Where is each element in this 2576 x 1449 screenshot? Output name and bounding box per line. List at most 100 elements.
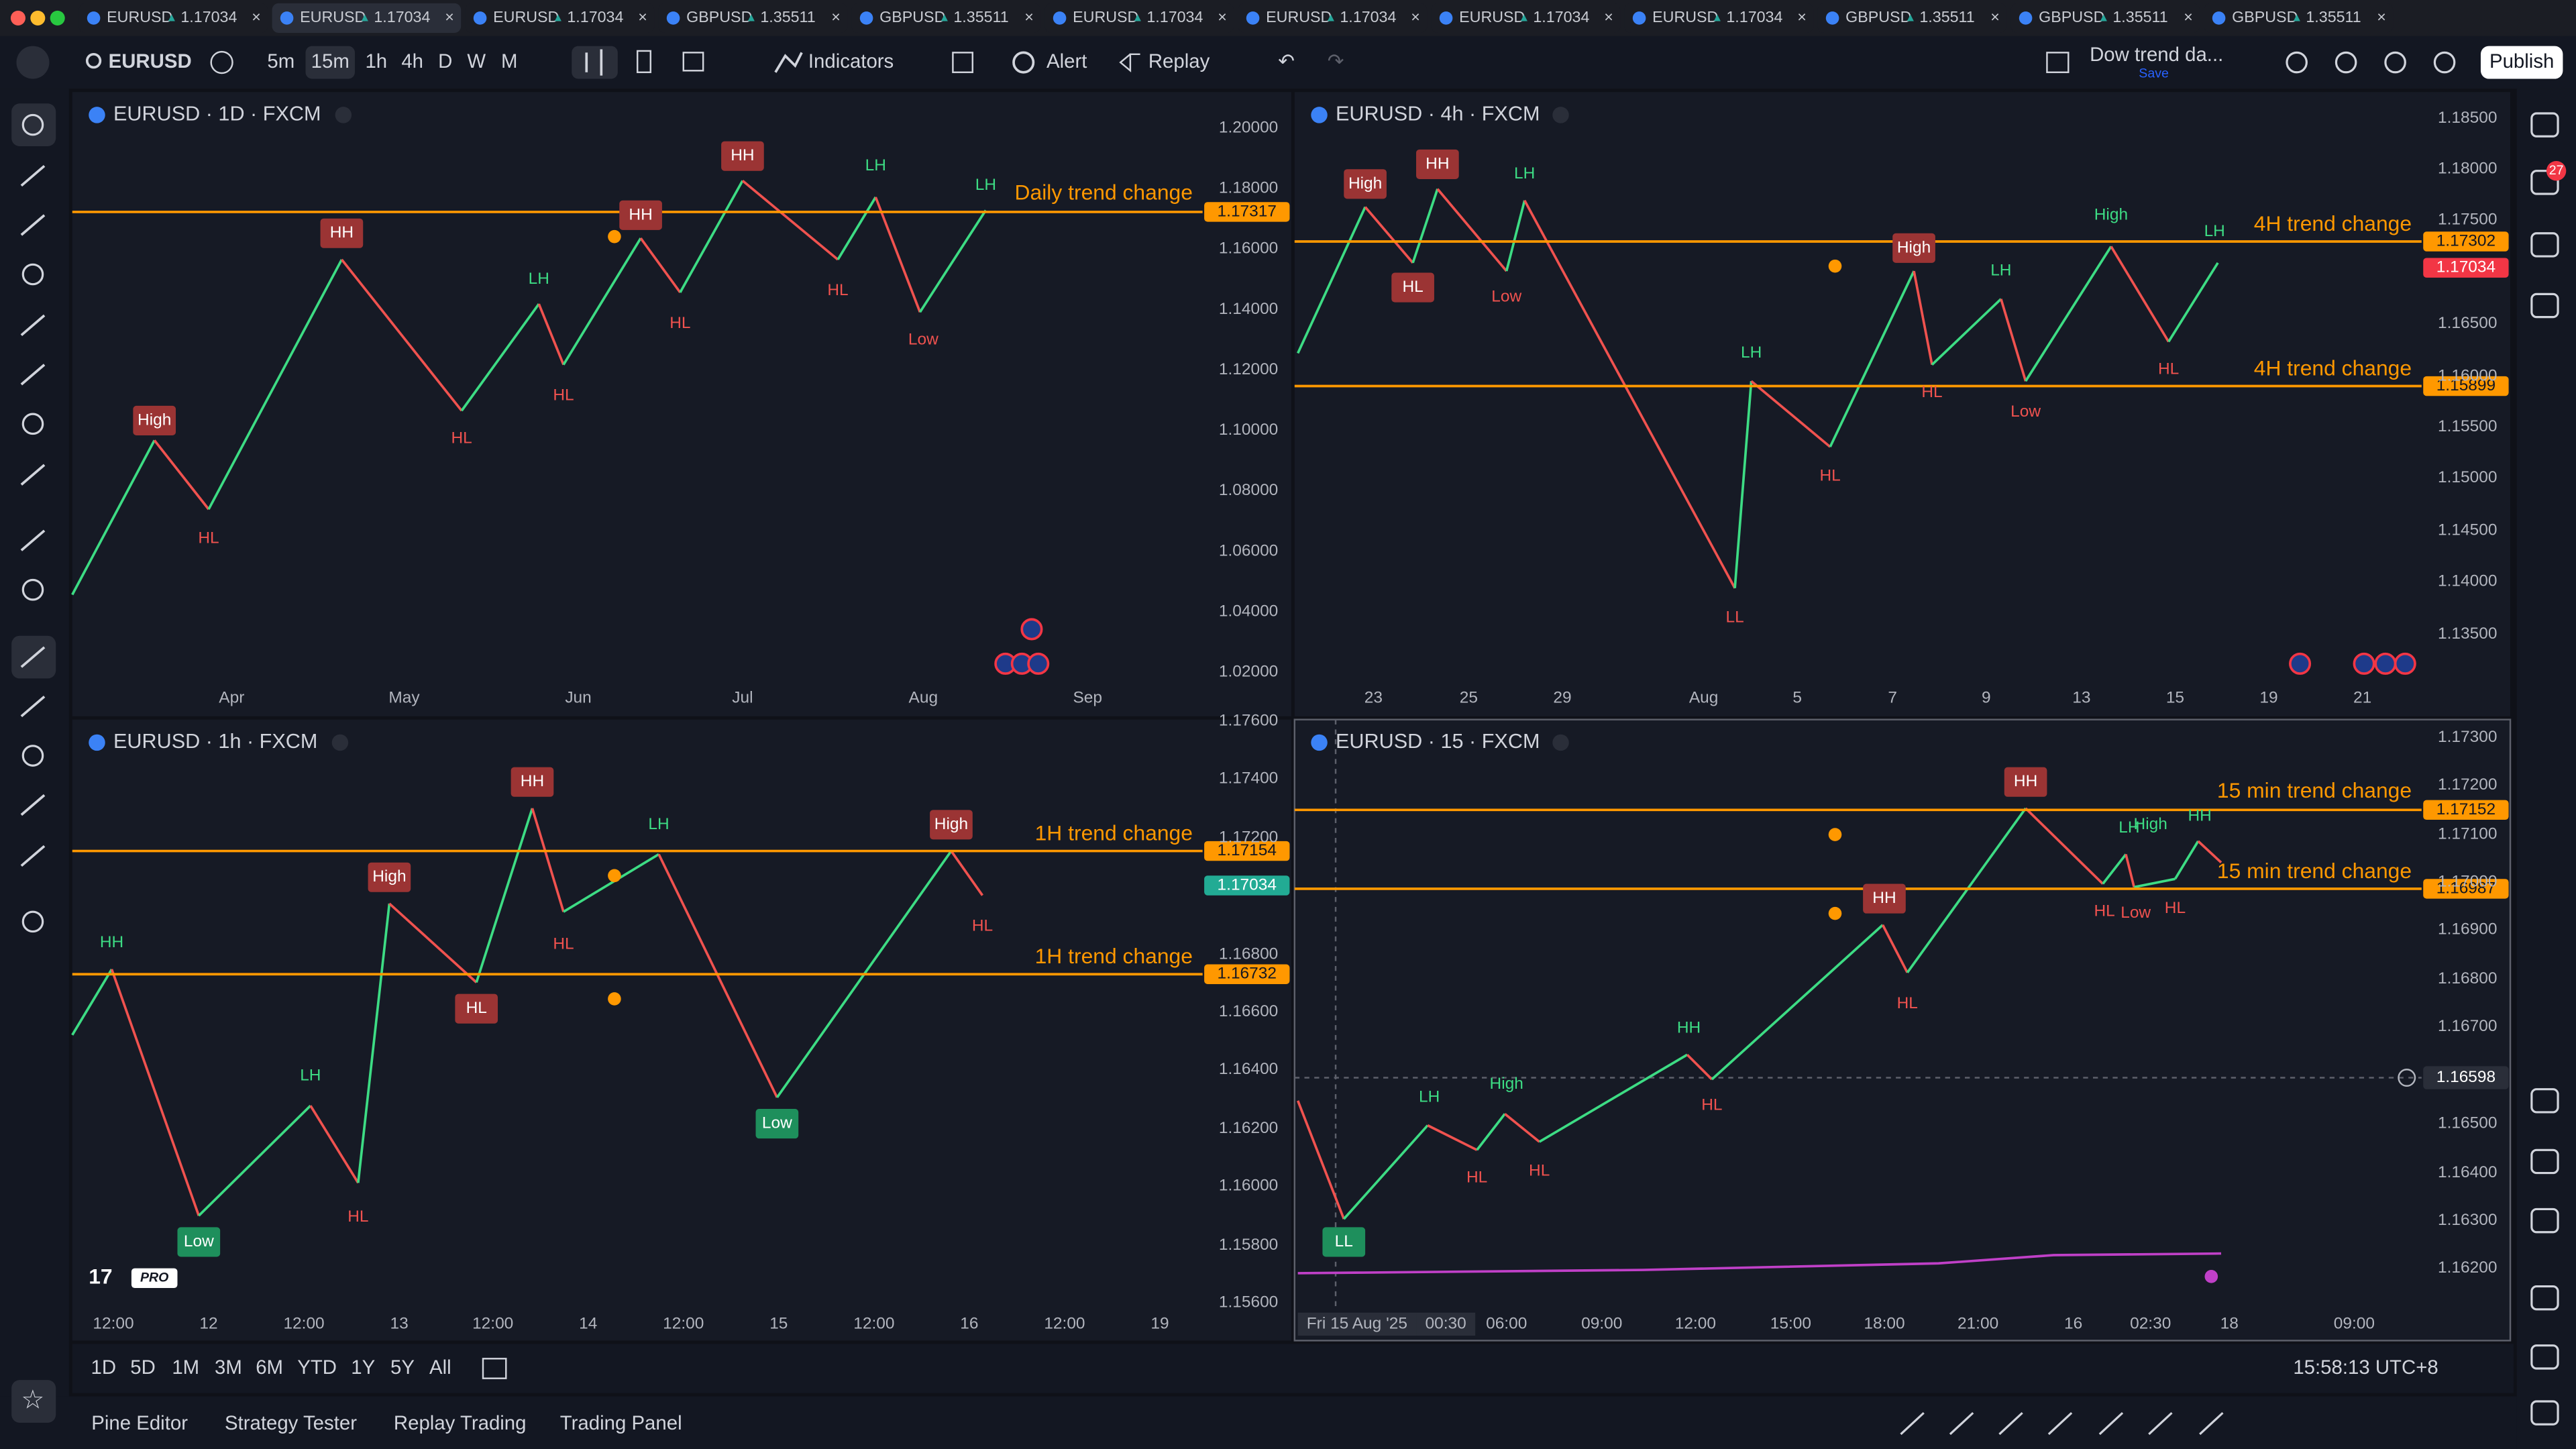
bottom-tab[interactable]: Pine Editor [91,1412,188,1434]
browser-tab[interactable]: GBPUSD▲ 1.35511 × [2010,3,2200,33]
drawing-tool[interactable] [20,314,46,336]
undo-button[interactable]: ↶ [1278,50,1295,72]
event-marker[interactable] [1027,652,1050,675]
bottom-tab[interactable]: Strategy Tester [225,1412,357,1434]
layout-name[interactable]: Dow trend da... [2090,44,2223,66]
compare-button[interactable] [210,50,233,74]
range-button[interactable]: YTD [297,1356,337,1379]
browser-tab[interactable]: EURUSD▲ 1.17034 × [1624,3,1814,33]
browser-tab[interactable]: GBPUSD▲ 1.35511 × [1817,3,2007,33]
tab-close[interactable]: × [2377,8,2386,25]
drawing-tool[interactable] [20,164,46,187]
drawing-tool[interactable] [20,794,46,816]
add-alert-icon[interactable] [2398,1069,2416,1087]
drawing-shortcut[interactable] [2199,1411,2224,1436]
drawing-tool[interactable] [20,695,46,718]
browser-tab[interactable]: EURUSD▲ 1.17034 × [1431,3,1621,33]
drawing-tool[interactable] [21,263,44,286]
range-button[interactable]: 1D [91,1356,117,1379]
event-marker[interactable] [2394,652,2416,675]
drawing-tool[interactable] [20,364,46,386]
drawing-tool[interactable] [20,529,46,551]
collapse-indicators[interactable] [335,107,352,123]
redo-button[interactable]: ↷ [1328,50,1344,72]
browser-tab[interactable]: EURUSD▲ 1.17034 × [272,3,462,33]
indicators-button[interactable]: Indicators [808,50,894,72]
sidebar-icon[interactable] [2530,1344,2559,1370]
browser-tab[interactable]: EURUSD▲ 1.17034 × [1044,3,1234,33]
interval-button[interactable]: D [438,50,452,72]
window-close[interactable] [10,10,25,25]
range-button[interactable]: 1Y [351,1356,375,1379]
date-range-icon[interactable] [482,1358,507,1379]
list-icon[interactable] [682,52,704,72]
symbol-search[interactable]: EURUSD [109,50,192,72]
tab-close[interactable]: × [1797,8,1807,25]
pane-title[interactable]: EURUSD · 1h · FXCM [113,730,317,753]
sidebar-icon[interactable] [2530,292,2559,319]
tab-close[interactable]: × [831,8,841,25]
tab-close[interactable]: × [2184,8,2193,25]
avatar[interactable] [16,46,50,79]
sidebar-icon[interactable] [2530,1285,2559,1311]
browser-tab[interactable]: GBPUSD▲ 1.35511 × [851,3,1041,33]
drawing-shortcut[interactable] [1949,1411,1974,1436]
drawing-tool[interactable] [21,910,44,933]
interval-button[interactable]: 1h [365,50,387,72]
tab-close[interactable]: × [1218,8,1227,25]
templates-icon[interactable] [952,52,974,73]
tab-close[interactable]: × [1604,8,1613,25]
event-marker[interactable] [2374,652,2397,675]
interval-button[interactable]: M [501,50,517,72]
publish-label[interactable]: Publish [2489,50,2554,72]
range-button[interactable]: 1M [172,1356,199,1379]
event-marker[interactable] [2289,652,2312,675]
window-minimize[interactable] [30,10,46,25]
bottom-tab[interactable]: Replay Trading [394,1412,527,1434]
tab-close[interactable]: × [1024,8,1034,25]
range-button[interactable]: 5Y [390,1356,415,1379]
browser-tab[interactable]: EURUSD▲ 1.17034 × [78,3,268,33]
drawing-shortcut[interactable] [2047,1411,2073,1436]
toolbar-icon[interactable] [2286,51,2308,74]
interval-button[interactable]: 5m [267,50,294,72]
tab-close[interactable]: × [1411,8,1420,25]
drawing-shortcut[interactable] [2098,1411,2124,1436]
layout-icon[interactable] [2046,52,2070,73]
range-button[interactable]: 3M [215,1356,242,1379]
tab-close[interactable]: × [445,8,454,25]
drawing-tool[interactable] [20,464,46,486]
collapse-indicators[interactable] [331,734,349,751]
window-zoom[interactable] [50,10,65,25]
tab-close[interactable]: × [252,8,261,25]
toolbar-icon[interactable] [2384,51,2406,74]
browser-tab[interactable]: GBPUSD▲ 1.35511 × [2204,3,2394,33]
range-button[interactable]: All [429,1356,451,1379]
sidebar-icon[interactable] [2530,1148,2559,1175]
interval-button[interactable]: 15m [311,50,350,72]
interval-button[interactable]: 4h [401,50,423,72]
drawing-shortcut[interactable] [1900,1411,1925,1436]
tab-close[interactable]: × [1990,8,2000,25]
browser-tab[interactable]: EURUSD▲ 1.17034 × [465,3,655,33]
sidebar-icon[interactable] [2530,1208,2559,1234]
favorites-button[interactable] [11,1380,56,1423]
tab-close[interactable]: × [638,8,647,25]
collapse-indicators[interactable] [1552,107,1569,123]
drawing-tool[interactable] [21,578,44,601]
bar-icon[interactable] [636,50,652,73]
drawing-tool[interactable] [21,413,44,435]
bottom-tab[interactable]: Trading Panel [560,1412,682,1434]
drawing-tool[interactable] [21,113,44,136]
pane-title[interactable]: EURUSD · 1D · FXCM [113,103,321,125]
alert-button[interactable]: Alert [1046,50,1087,72]
collapse-indicators[interactable] [1552,734,1569,751]
range-button[interactable]: 6M [256,1356,283,1379]
drawing-tool[interactable] [20,214,46,236]
drawing-tool[interactable] [20,646,46,668]
sidebar-icon[interactable] [2530,1400,2559,1426]
range-button[interactable]: 5D [130,1356,156,1379]
event-marker[interactable] [2353,652,2375,675]
publish-button[interactable] [2480,46,2563,79]
clock[interactable]: 15:58:13 UTC+8 [2293,1356,2438,1379]
